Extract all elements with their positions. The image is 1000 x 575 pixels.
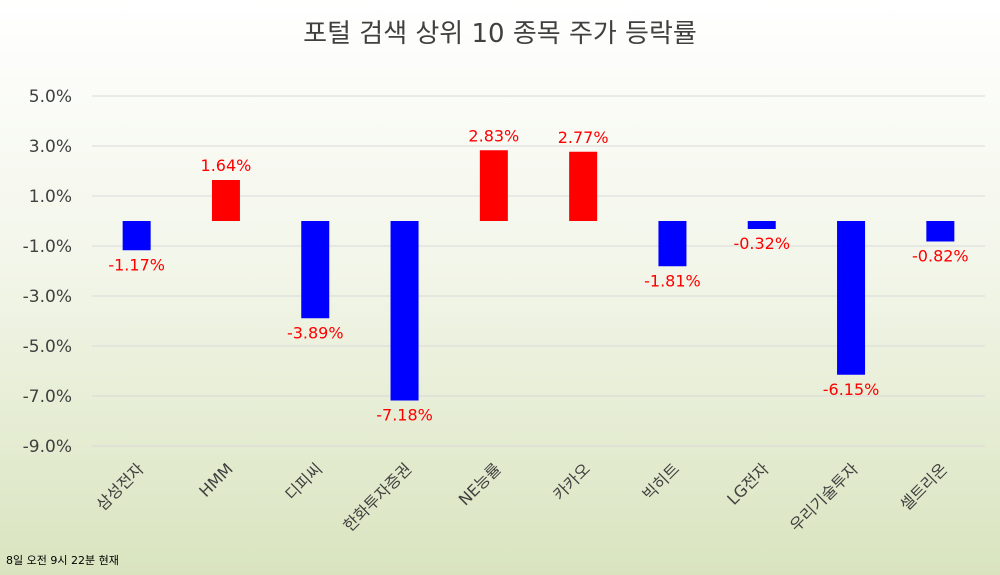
bar [390, 221, 419, 401]
x-tick-label: 셀트리온 [896, 459, 951, 514]
y-tick-label: -9.0% [23, 437, 72, 457]
data-label: -0.32% [733, 234, 790, 253]
data-label: 2.83% [468, 126, 519, 145]
x-tick-label: HMM [195, 459, 236, 500]
x-tick-label: 삼성전자 [92, 459, 147, 514]
y-tick-label: 5.0% [29, 87, 72, 107]
data-label: -1.81% [644, 271, 701, 290]
chart-title: 포털 검색 상위 10 종목 주가 등락률 [303, 19, 697, 49]
y-tick-label: -3.0% [23, 287, 72, 307]
x-tick-label: 우리기술투자 [786, 459, 862, 535]
x-tick-label: NE능률 [455, 459, 505, 509]
y-tick-label: -5.0% [23, 337, 72, 357]
data-label: -1.17% [108, 255, 165, 274]
x-tick-label: 카카오 [549, 459, 594, 504]
x-tick-label: 디피씨 [281, 459, 326, 504]
data-label: -3.89% [287, 323, 344, 342]
bar [569, 151, 598, 221]
bar [658, 221, 687, 267]
footnote: 8일 오전 9시 22분 현재 [6, 553, 119, 567]
bar [479, 150, 508, 221]
gridlines [92, 95, 985, 447]
data-label: -7.18% [376, 406, 433, 425]
bar [301, 221, 330, 319]
y-tick-label: -7.0% [23, 387, 72, 407]
data-label: -6.15% [823, 380, 880, 399]
x-tick-label: LG전자 [723, 459, 773, 509]
x-tick-label: 한화투자증권 [339, 459, 415, 535]
bars [122, 150, 955, 401]
bar [122, 221, 151, 251]
data-label: 2.77% [558, 128, 609, 147]
bar [211, 180, 240, 221]
x-axis-ticks: 삼성전자 HMM 디피씨 한화투자증권 NE능률 카카오 빅히트 LG전자 우리기술투자 셀트리온 [92, 459, 951, 535]
data-label: -0.82% [912, 247, 969, 266]
bar [837, 221, 866, 375]
data-labels: -1.17% 1.64% -3.89% -7.18% 2.83% 2.77% -1.81% -… [108, 126, 968, 424]
bar [926, 221, 955, 242]
x-tick-label: 빅히트 [639, 459, 684, 504]
data-label: 1.64% [201, 156, 252, 175]
y-axis-ticks: 5.0% 3.0% 1.0% -1.0% -3.0% -5.0% -7.0% -9.0% [23, 87, 72, 457]
y-tick-label: 1.0% [29, 187, 72, 207]
y-tick-label: 3.0% [29, 137, 72, 157]
y-tick-label: -1.0% [23, 237, 72, 257]
bar [747, 221, 776, 229]
